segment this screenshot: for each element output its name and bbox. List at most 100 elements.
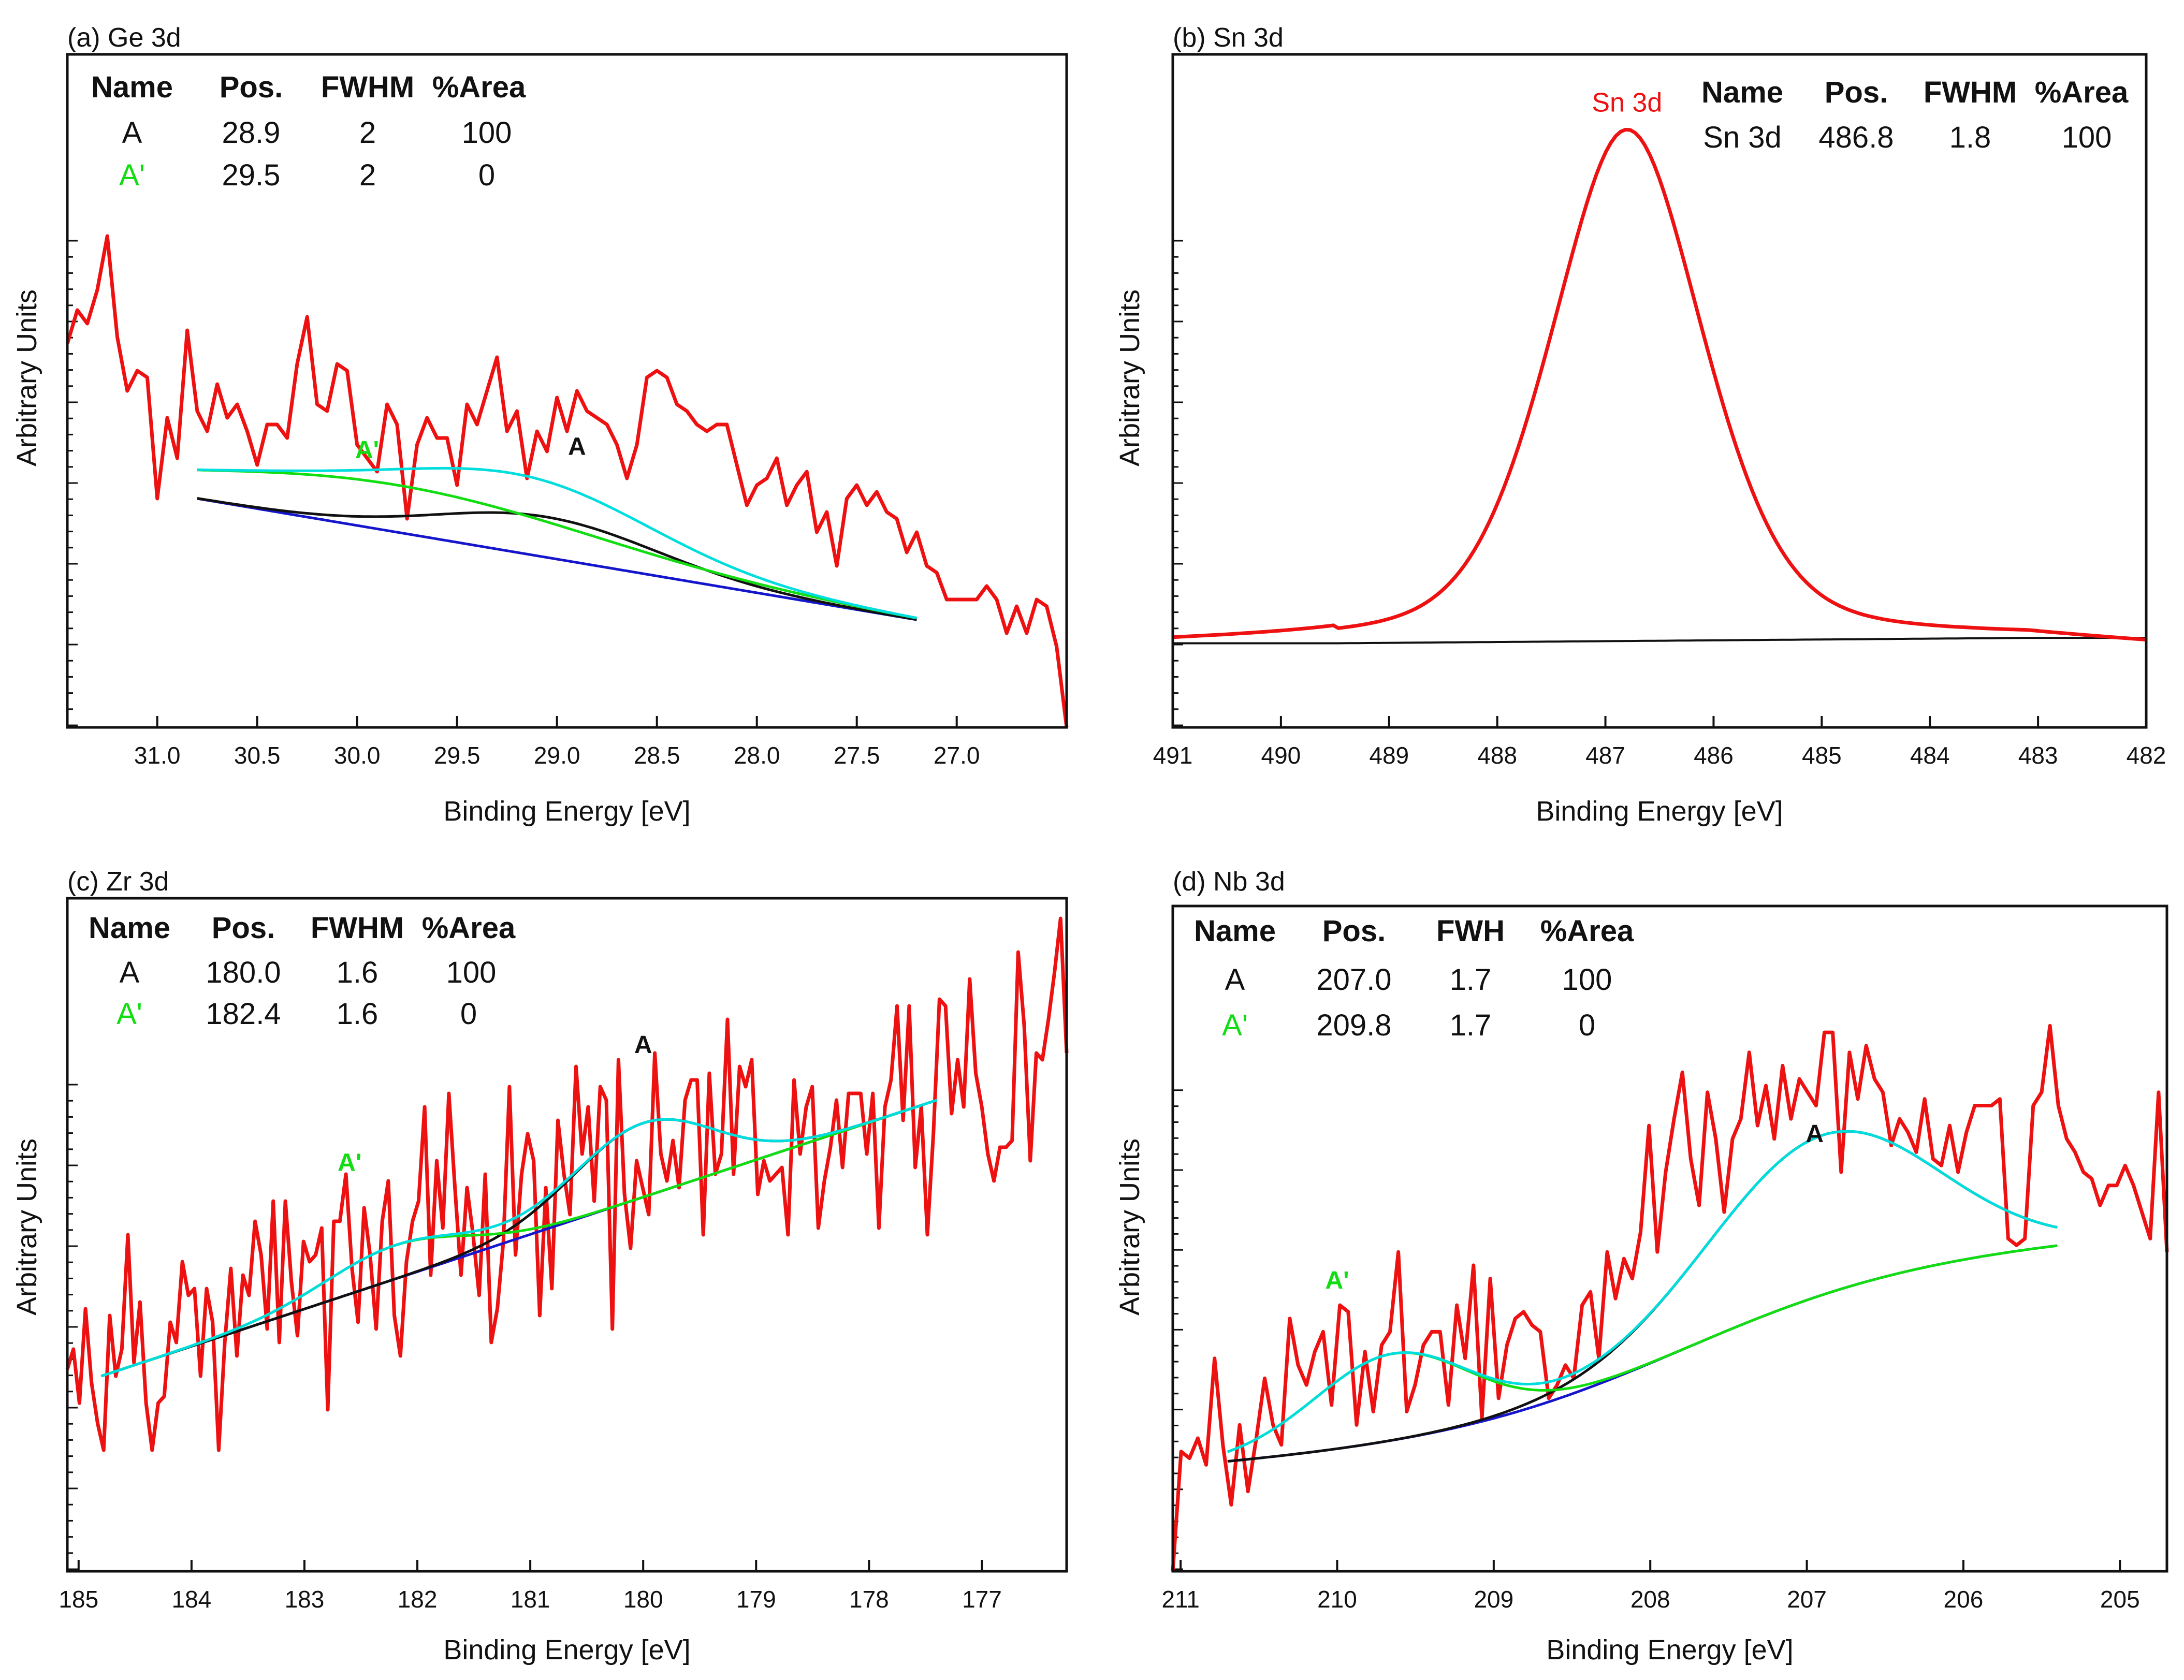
envelope-fit-line xyxy=(100,1099,937,1378)
table-row-a-fwhm: 1.7 xyxy=(1450,963,1492,997)
table-row-sn-area: 100 xyxy=(2062,121,2112,154)
table-row-a-pos: 180.0 xyxy=(206,956,281,989)
raw-data-line xyxy=(1171,1024,2169,1572)
x-tick-label: 178 xyxy=(849,1586,889,1613)
table-row-a2-name: A' xyxy=(119,158,145,192)
x-tick-label: 179 xyxy=(736,1586,776,1613)
peak-label-a2: A' xyxy=(355,436,379,464)
table-header-fwhm: FWHM xyxy=(311,911,404,945)
x-tick-label: 183 xyxy=(285,1586,325,1613)
series-layer xyxy=(65,916,1069,1452)
component-a-line xyxy=(197,497,917,621)
table-header-area: %Area xyxy=(1540,914,1634,948)
x-tick-label: 28.0 xyxy=(734,742,780,769)
x-tick-label: 29.0 xyxy=(534,742,580,769)
table-row-a-name: A xyxy=(1225,963,1245,997)
table-header-pos: Pos. xyxy=(220,70,283,104)
x-tick-label: 27.5 xyxy=(834,742,880,769)
plot-frame xyxy=(66,53,1068,729)
table-row-a-area: 100 xyxy=(462,116,512,150)
panel-title: (c) Zr 3d xyxy=(67,867,169,897)
table-row-a-pos: 28.9 xyxy=(222,116,281,150)
table-row-a-name: A xyxy=(122,116,142,150)
plot-frame xyxy=(1171,53,2148,729)
table-header-pos: Pos. xyxy=(212,911,275,945)
panel-sn-3d: (b) Sn 3d Arbitrary Units Binding Energy… xyxy=(1114,23,2166,827)
peak-label-a: A xyxy=(568,433,586,461)
panel-zr-3d: (c) Zr 3d Arbitrary Units Binding Energy… xyxy=(11,867,1069,1666)
x-tick-label: 488 xyxy=(1477,742,1517,769)
peak-labels: A' A xyxy=(1325,1120,1824,1294)
table-row-a-name: A xyxy=(120,956,140,989)
x-tick-label: 211 xyxy=(1161,1586,1199,1613)
table-row-a2-area: 0 xyxy=(460,997,477,1031)
peak-label-a: A xyxy=(1806,1120,1824,1148)
x-tick-label: 28.5 xyxy=(634,742,680,769)
y-axis-label: Arbitrary Units xyxy=(1114,1138,1145,1316)
series-layer xyxy=(65,234,1069,728)
table-row-a2-fwhm: 2 xyxy=(359,158,376,192)
x-tick-label: 208 xyxy=(1630,1586,1670,1613)
peak-label-a2: A' xyxy=(338,1149,361,1177)
y-ticks xyxy=(1173,240,1183,726)
table-row-a-fwhm: 2 xyxy=(359,116,376,150)
x-tick-label: 487 xyxy=(1585,742,1625,769)
background-line xyxy=(197,497,917,621)
x-axis-label: Binding Energy [eV] xyxy=(1546,1634,1793,1666)
x-tick-label: 484 xyxy=(1910,742,1950,769)
peak-labels: A' A xyxy=(355,433,586,464)
peak-labels: A' A xyxy=(338,1031,652,1177)
peak-label-a2: A' xyxy=(1325,1267,1349,1294)
x-tick-label: 491 xyxy=(1153,742,1193,769)
panel-title: (b) Sn 3d xyxy=(1173,23,1284,53)
panel-ge-3d: (a) Ge 3d Arbitrary Units Binding Energy… xyxy=(11,23,1069,827)
table-header-fwhm: FWHM xyxy=(321,70,414,104)
sn-3d-peak-line xyxy=(1172,127,2147,642)
table-row-a2-area: 0 xyxy=(478,158,495,192)
x-tick-label: 209 xyxy=(1474,1586,1513,1613)
table-header-pos: Pos. xyxy=(1322,914,1386,948)
x-tick-label: 207 xyxy=(1787,1586,1827,1613)
table-row-a2-name: A' xyxy=(117,997,142,1031)
x-tick-label: 483 xyxy=(2018,742,2058,769)
x-tick-label: 490 xyxy=(1261,742,1301,769)
table-row-a2-pos: 29.5 xyxy=(222,158,281,192)
table-row-sn-pos: 486.8 xyxy=(1818,121,1894,154)
plot-frame xyxy=(1171,904,2168,1573)
table-row-a2-name: A' xyxy=(1222,1009,1248,1042)
x-ticks: 185 184 183 182 181 180 179 178 177 xyxy=(59,1560,1002,1613)
x-ticks: 31.0 30.5 30.0 29.5 29.0 28.5 28.0 27.5 27.0 xyxy=(134,716,980,769)
x-tick-label: 27.0 xyxy=(934,742,980,769)
y-ticks xyxy=(67,1084,78,1570)
component-a-line xyxy=(1227,1130,2058,1463)
y-axis-label: Arbitrary Units xyxy=(11,1138,42,1316)
table-row-sn-name: Sn 3d xyxy=(1703,121,1782,154)
x-tick-label: 184 xyxy=(172,1586,212,1613)
envelope-fit-line xyxy=(197,466,917,620)
table-row-a2-area: 0 xyxy=(1579,1009,1595,1042)
table-header-name: Name xyxy=(89,911,170,945)
table-row-a-fwhm: 1.6 xyxy=(337,956,378,989)
series-layer xyxy=(1172,127,2147,645)
x-tick-label: 181 xyxy=(511,1586,550,1613)
table-header-area: %Area xyxy=(432,70,526,104)
x-tick-label: 206 xyxy=(1944,1586,1984,1613)
x-tick-label: 31.0 xyxy=(134,742,181,769)
y-axis-label: Arbitrary Units xyxy=(1114,289,1145,466)
table-row-a2-fwhm: 1.6 xyxy=(337,997,378,1031)
table-header-name: Name xyxy=(1701,76,1783,109)
x-tick-label: 180 xyxy=(623,1586,663,1613)
plot-frame xyxy=(66,897,1068,1573)
x-axis-label: Binding Energy [eV] xyxy=(443,1634,690,1666)
peak-table: Name Pos. FWH %Area A 207.0 1.7 100 A' 2… xyxy=(1194,914,1634,1042)
x-tick-label: 486 xyxy=(1694,742,1734,769)
x-ticks: 211 210 209 208 207 206 205 xyxy=(1161,1560,2140,1613)
table-header-name: Name xyxy=(1194,914,1276,948)
table-row-sn-fwhm: 1.8 xyxy=(1949,121,1991,154)
peak-labels: Sn 3d xyxy=(1592,88,1662,118)
x-tick-label: 205 xyxy=(2100,1586,2140,1613)
table-header-name: Name xyxy=(91,70,173,104)
x-tick-label: 182 xyxy=(398,1586,438,1613)
table-row-a-area: 100 xyxy=(446,956,497,989)
component-a-prime-line xyxy=(197,469,917,620)
